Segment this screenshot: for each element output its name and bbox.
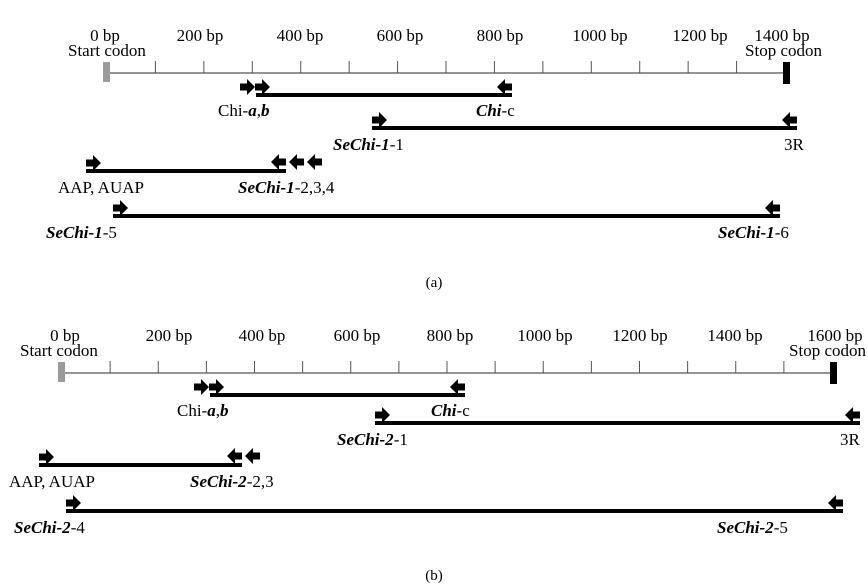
axis-tick-label: 1200 bp xyxy=(672,26,727,45)
primer-label-chi-c: Chi-c xyxy=(476,101,515,120)
primer-label-full-rev: SeChi-1-6 xyxy=(718,223,789,242)
reverse-primer-arrow xyxy=(497,79,512,95)
label-segment: a xyxy=(248,101,257,120)
forward-primer-arrow xyxy=(66,495,81,511)
forward-primer-arrow xyxy=(209,379,224,395)
label-segment: -c xyxy=(457,401,471,420)
label-segment: SeChi-2 xyxy=(337,430,394,449)
start-codon-marker xyxy=(103,62,110,82)
label-segment: -5 xyxy=(774,518,788,537)
panel-caption: (a) xyxy=(426,275,443,291)
label-segment: , xyxy=(257,101,261,120)
stop-codon-label: Stop codon xyxy=(745,41,822,60)
primer-label-sechi-mid: SeChi-2-2,3 xyxy=(190,472,274,491)
primer-label-chi-ab: Chi-a,b xyxy=(218,101,269,120)
primer-label-full-fwd: SeChi-1-5 xyxy=(46,223,117,242)
label-segment: -5 xyxy=(103,223,117,242)
label-segment: SeChi-2 xyxy=(14,518,71,537)
axis-tick-label: 800 bp xyxy=(427,326,474,345)
axis-tick-label: 1600 bp xyxy=(807,326,862,345)
label-segment: Chi- xyxy=(177,401,208,420)
label-segment: 3R xyxy=(840,430,861,449)
label-segment: SeChi-1 xyxy=(333,135,390,154)
primer-label-full-fwd: SeChi-2-4 xyxy=(14,518,85,537)
label-segment: SeChi-1 xyxy=(718,223,775,242)
axis-tick-label: 1000 bp xyxy=(572,26,627,45)
label-segment: , xyxy=(216,401,220,420)
label-segment: b xyxy=(261,101,270,120)
axis-tick-label: 0 bp xyxy=(90,26,120,45)
panel-b: 0 bp 200 bp 400 bp 600 bp 800 bp 1000 bp 1200 … xyxy=(9,326,866,584)
label-segment: -1 xyxy=(394,430,408,449)
label-segment: SeChi-2 xyxy=(190,472,247,491)
primer-label-chi-ab: Chi-a,b xyxy=(177,401,228,420)
label-segment: -1 xyxy=(390,135,404,154)
forward-primer-arrow xyxy=(255,79,270,95)
axis-tick-label: 400 bp xyxy=(239,326,286,345)
primer-label-sechi-1: SeChi-1-1 xyxy=(333,135,404,154)
reverse-primer-arrow xyxy=(271,154,286,170)
reverse-primer-arrow xyxy=(289,154,304,170)
primer-label-3r: 3R xyxy=(784,135,805,154)
panel-a: 0 bp 200 bp 400 bp 600 bp 800 bp 1000 bp 1200 … xyxy=(46,26,822,291)
label-segment: -6 xyxy=(775,223,789,242)
reverse-primer-arrow xyxy=(765,200,780,216)
reverse-primer-arrow xyxy=(782,112,797,128)
label-segment: a xyxy=(207,401,216,420)
forward-primer-arrow xyxy=(39,449,54,465)
forward-primer-arrow xyxy=(240,79,255,95)
primer-label-full-rev: SeChi-2-5 xyxy=(717,518,788,537)
axis-tick-label: 0 bp xyxy=(50,326,80,345)
label-segment: Chi- xyxy=(218,101,249,120)
primer-label-aap-auap: AAP, AUAP xyxy=(9,472,95,491)
primer-label-sechi-1: SeChi-2-1 xyxy=(337,430,408,449)
stop-codon-label: Stop codon xyxy=(789,341,866,360)
label-segment: Chi xyxy=(476,101,502,120)
reverse-primer-arrow xyxy=(845,407,860,423)
label-segment: SeChi-2 xyxy=(717,518,774,537)
label-segment: -2,3,4 xyxy=(295,178,335,197)
label-segment: AAP, AUAP xyxy=(58,178,144,197)
forward-primer-arrow xyxy=(372,112,387,128)
axis-tick-label: 1400 bp xyxy=(707,326,762,345)
label-segment: SeChi-1 xyxy=(238,178,295,197)
forward-primer-arrow xyxy=(375,407,390,423)
reverse-primer-arrow xyxy=(828,495,843,511)
stop-codon-marker xyxy=(783,62,790,84)
forward-primer-arrow xyxy=(86,155,101,171)
label-segment: -c xyxy=(502,101,516,120)
reverse-primer-arrow xyxy=(245,448,260,464)
axis-tick-label: 600 bp xyxy=(377,26,424,45)
primer-label-aap-auap: AAP, AUAP xyxy=(58,178,144,197)
panel-caption: (b) xyxy=(425,568,443,584)
label-segment: AAP, AUAP xyxy=(9,472,95,491)
label-segment: Chi xyxy=(431,401,457,420)
start-codon-marker xyxy=(58,362,65,382)
forward-primer-arrow xyxy=(194,379,209,395)
axis-tick-label: 400 bp xyxy=(277,26,324,45)
axis-tick-label: 800 bp xyxy=(477,26,524,45)
primer-label-sechi-mid: SeChi-1-2,3,4 xyxy=(238,178,335,197)
primer-label-chi-c: Chi-c xyxy=(431,401,470,420)
axis-tick-label: 200 bp xyxy=(177,26,224,45)
axis-tick-label: 1200 bp xyxy=(612,326,667,345)
reverse-primer-arrow xyxy=(307,154,322,170)
label-segment: 3R xyxy=(784,135,805,154)
label-segment: b xyxy=(220,401,229,420)
reverse-primer-arrow xyxy=(450,379,465,395)
axis-tick-label: 200 bp xyxy=(146,326,193,345)
label-segment: -2,3 xyxy=(247,472,274,491)
forward-primer-arrow xyxy=(113,200,128,216)
reverse-primer-arrow xyxy=(227,448,242,464)
label-segment: -4 xyxy=(71,518,86,537)
stop-codon-marker xyxy=(830,362,837,384)
start-codon-label: Start codon xyxy=(20,341,98,360)
label-segment: SeChi-1 xyxy=(46,223,103,242)
axis-tick-label: 1400 bp xyxy=(754,26,809,45)
start-codon-label: Start codon xyxy=(68,41,146,60)
axis-tick-label: 1000 bp xyxy=(517,326,572,345)
axis-tick-label: 600 bp xyxy=(334,326,381,345)
primer-label-3r: 3R xyxy=(840,430,861,449)
